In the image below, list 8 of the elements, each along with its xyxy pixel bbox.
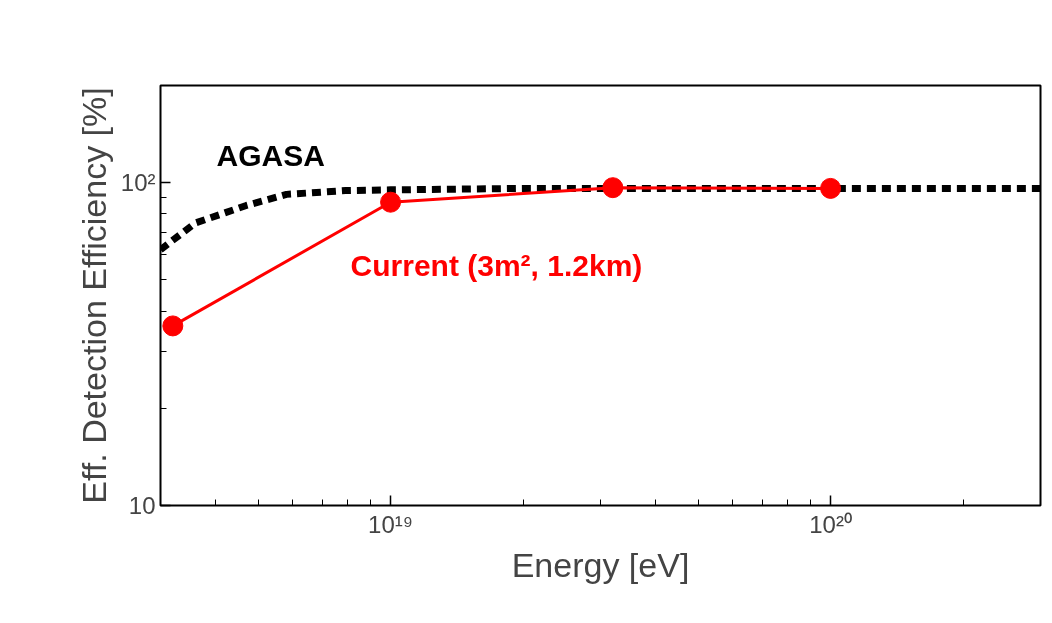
series-label: AGASA bbox=[216, 139, 325, 173]
y-axis-title: Eff. Detection Efficiency [%] bbox=[74, 87, 113, 504]
x-tick-label: 10¹⁹ bbox=[368, 510, 414, 538]
y-tick-label: 10 bbox=[128, 492, 156, 519]
series-label: Current (3m², 1.2km) bbox=[350, 249, 643, 283]
y-tick-label: 10² bbox=[120, 169, 156, 197]
x-axis-title: Energy [eV] bbox=[511, 545, 690, 584]
x-tick-label: 10²⁰ bbox=[809, 510, 852, 538]
